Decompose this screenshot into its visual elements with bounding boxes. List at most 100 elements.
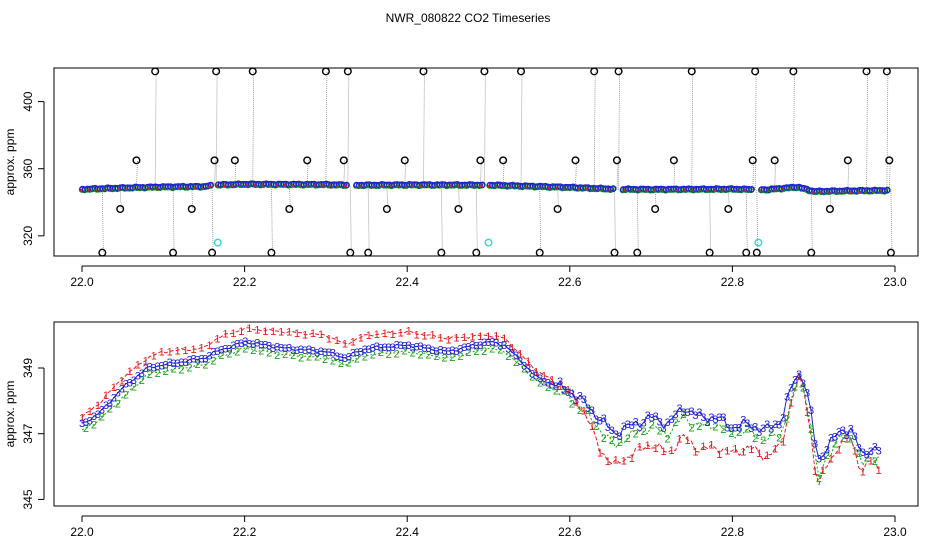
bottom-series-marker-3: 3 [748,423,754,435]
bottom-series-marker-2: 2 [147,369,153,381]
bottom-series-marker-3: 3 [629,420,635,432]
top-connector-line [271,184,273,253]
bottom-series-marker-2: 2 [840,433,846,445]
top-connector-line [618,71,620,190]
bottom-series-marker-3: 3 [605,422,611,434]
bottom-series-marker-3: 3 [756,427,762,439]
bottom-series-marker-3: 3 [366,344,372,356]
top-connector-line [886,71,889,191]
bottom-series-marker-1: 1 [95,400,101,412]
bottom-series-marker-2: 2 [529,372,535,384]
top-connector-line [575,160,577,189]
bottom-series-marker-2: 2 [123,390,129,402]
top-connector-line [136,160,138,189]
bottom-series-marker-1: 1 [246,323,252,335]
bottom-x-tick-label: 22.6 [558,525,582,539]
bottom-series-marker-1: 1 [119,375,125,387]
bottom-series-marker-2: 2 [704,417,710,429]
top-outlier-point [382,204,391,213]
bottom-series-marker-2: 2 [107,404,113,416]
bottom-series-marker-3: 3 [342,353,348,365]
top-baseline-marker-1 [344,184,347,188]
bottom-series-marker-3: 3 [115,388,121,400]
bottom-series-marker-3: 3 [844,430,850,442]
bottom-series-marker-3: 3 [792,375,798,387]
bottom-series-marker-1: 1 [740,446,746,458]
bottom-series-marker-3: 3 [673,409,679,421]
top-connector-lines [101,71,893,253]
bottom-series-marker-1: 1 [206,340,212,352]
bottom-series-marker-2: 2 [657,425,663,437]
bottom-series-marker-1: 1 [445,334,451,346]
bottom-series-marker-3: 3 [836,426,842,438]
bottom-series-marker-2: 2 [386,349,392,361]
bottom-series-marker-3: 3 [151,363,157,375]
bottom-series-marker-3: 3 [382,342,388,354]
top-cyan-point [484,238,493,247]
bottom-series-marker-2: 2 [720,424,726,436]
bottom-series-marker-2: 2 [864,453,870,465]
bottom-series-marker-1: 1 [868,456,874,468]
top-outlier-point [590,67,599,76]
bottom-series-marker-1: 1 [836,444,842,456]
bottom-series-marker-3: 3 [609,425,615,437]
top-outlier-point [116,204,125,213]
bottom-series-marker-3: 3 [441,346,447,358]
bottom-series-marker-3: 3 [768,424,774,436]
bottom-series-marker-3: 3 [453,346,459,358]
bottom-series-marker-3: 3 [561,384,567,396]
top-cyan-point [213,238,222,247]
bottom-series-marker-1: 1 [422,331,428,343]
bottom-series-marker-1: 1 [103,390,109,402]
bottom-series-marker-1: 1 [398,328,404,340]
bottom-series-marker-2: 2 [585,405,591,417]
bottom-series-marker-3: 3 [206,351,212,363]
bottom-series-marker-3: 3 [147,361,153,373]
top-connector-line [709,189,712,253]
bottom-series-marker-3: 3 [505,344,511,356]
bottom-series-marker-3: 3 [414,341,420,353]
bottom-series-marker-2: 2 [872,456,878,468]
bottom-series-marker-3: 3 [214,346,220,358]
bottom-series-marker-3: 3 [597,415,603,427]
top-cyan-point [754,238,763,247]
bottom-series-marker-1: 1 [525,356,531,368]
bottom-series-marker-3: 3 [724,423,730,435]
bottom-series-marker-3: 3 [107,398,113,410]
top-baseline-marker-1 [480,184,483,188]
top-baseline-marker-3 [343,181,350,189]
top-outlier-point [825,204,834,213]
bottom-series-marker-1: 1 [222,329,228,341]
bottom-series-marker-2: 2 [832,438,838,450]
bottom-series-marker-2: 2 [649,420,655,432]
bottom-series-marker-3: 3 [190,354,196,366]
bottom-series-marker-2: 2 [521,364,527,376]
bottom-series-marker-3: 3 [306,344,312,356]
bottom-series-marker-3: 3 [796,369,802,381]
bottom-series-marker-2: 2 [250,345,256,357]
bottom-series-marker-3: 3 [410,342,416,354]
bottom-series-marker-1: 1 [159,346,165,358]
bottom-series-marker-3: 3 [553,381,559,393]
top-outlier-point [339,156,348,165]
bottom-series-marker-3: 3 [386,342,392,354]
bottom-series-marker-1: 1 [143,356,149,368]
bottom-series-marker-2: 2 [473,346,479,358]
bottom-series-lines [81,327,880,486]
bottom-series-marker-3: 3 [390,342,396,354]
bottom-series-marker-1: 1 [366,330,372,342]
bottom-series-marker-3: 3 [585,403,591,415]
top-outlier-point [210,156,219,165]
bottom-x-tick-label: 22.8 [721,525,745,539]
top-connector-line [211,185,214,253]
bottom-series-marker-2: 2 [768,427,774,439]
bottom-series-marker-1: 1 [780,436,786,448]
top-connector-line [252,71,255,185]
top-connector-line [343,160,346,186]
bottom-x-tick-label: 22.0 [70,525,94,539]
bottom-series-marker-3: 3 [641,417,647,429]
bottom-series-marker-3: 3 [226,343,232,355]
top-outlier-point [472,248,481,257]
bottom-series-marker-1: 1 [254,324,260,336]
